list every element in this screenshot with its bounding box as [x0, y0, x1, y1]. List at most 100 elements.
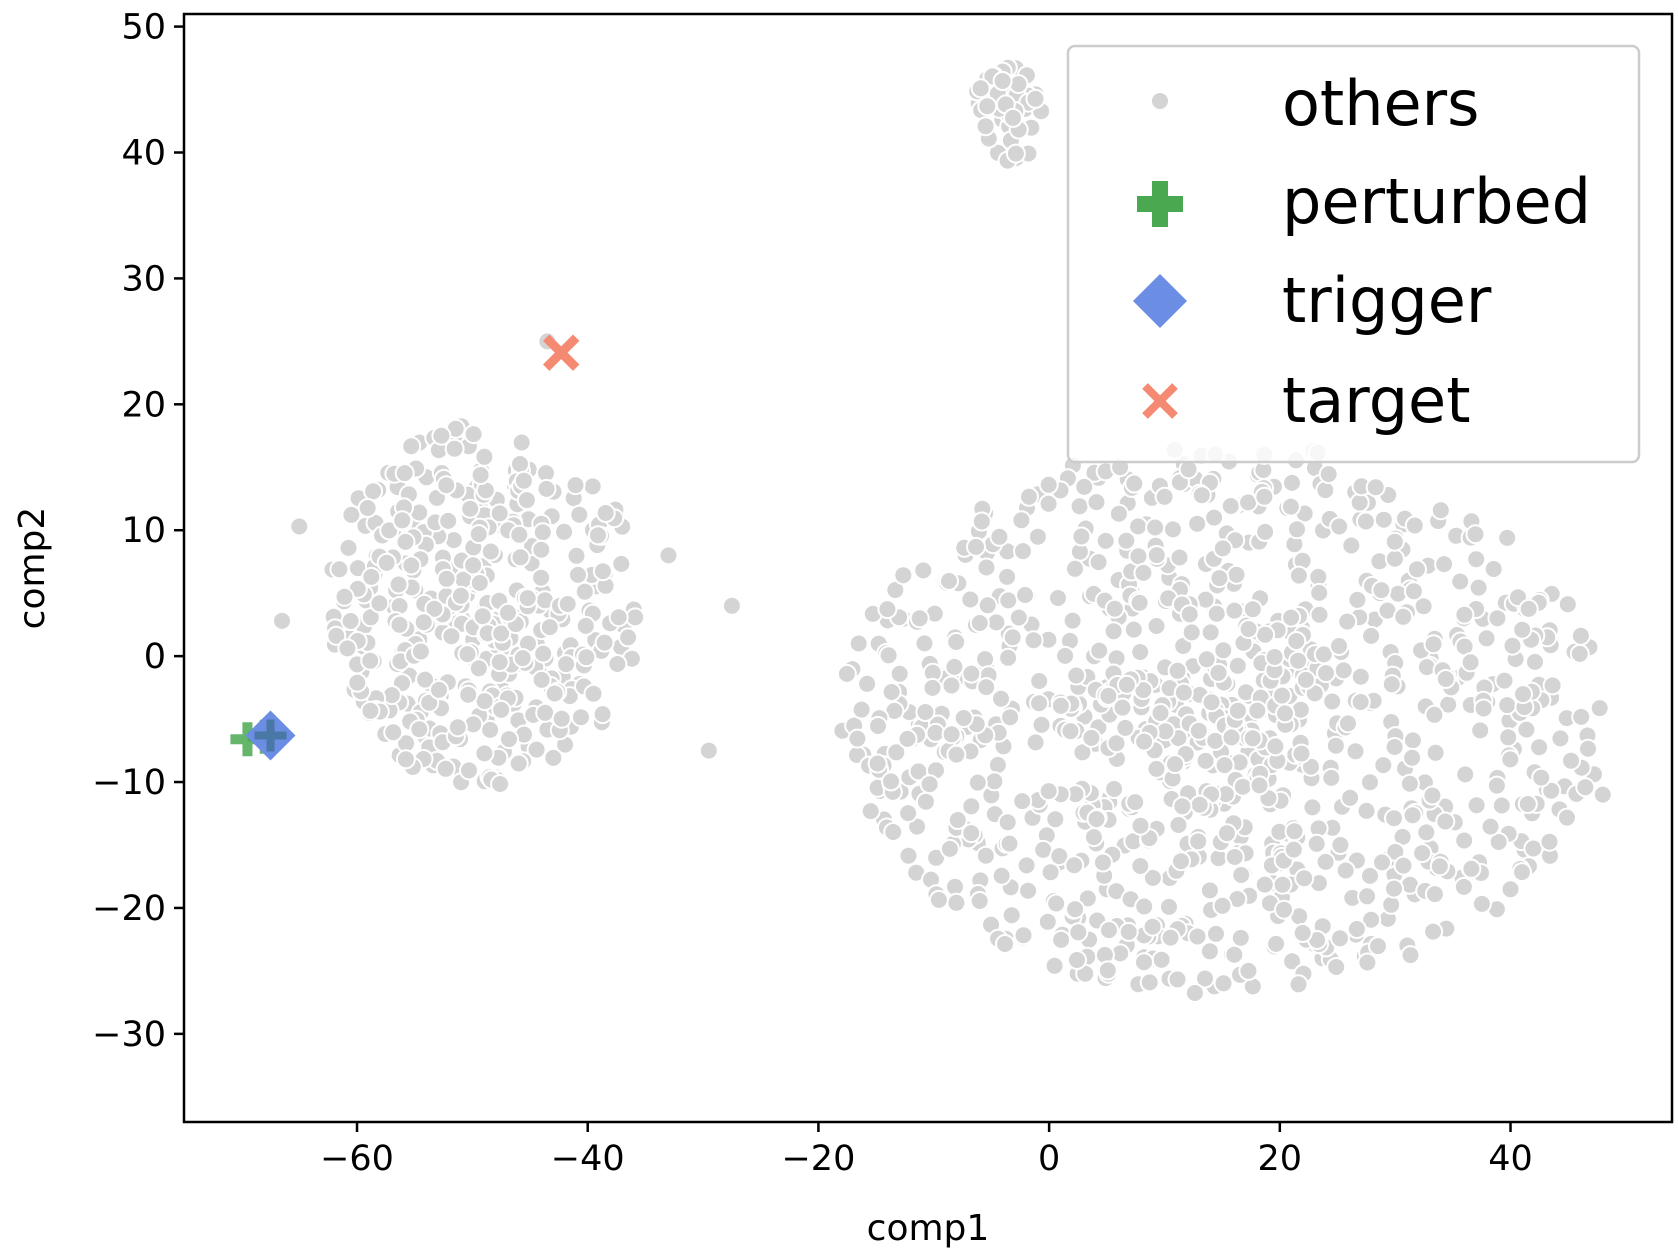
point-others	[1150, 703, 1171, 723]
point-others	[975, 845, 996, 866]
point-others	[1407, 559, 1427, 580]
point-others	[1306, 833, 1327, 854]
point-others	[568, 564, 588, 585]
point-others	[394, 463, 415, 484]
point-others	[1134, 896, 1155, 917]
point-others	[1500, 879, 1521, 900]
point-others	[1019, 486, 1039, 507]
point-others	[1529, 737, 1550, 758]
point-others	[1238, 960, 1259, 981]
point-others	[984, 771, 1005, 792]
point-others	[539, 617, 560, 638]
point-others	[436, 475, 457, 496]
point-others	[1461, 858, 1482, 879]
point-others	[989, 526, 1010, 547]
point-others	[326, 625, 347, 646]
point-others	[1103, 621, 1124, 642]
point-others	[1199, 941, 1220, 962]
point-others	[1361, 625, 1382, 646]
point-others	[953, 708, 974, 728]
point-others	[1181, 622, 1202, 643]
point-others	[608, 607, 629, 628]
point-others	[1337, 611, 1358, 632]
point-others	[1217, 823, 1237, 844]
point-others	[1539, 831, 1560, 852]
point-others	[1373, 509, 1394, 530]
point-others	[289, 516, 310, 537]
point-others	[1384, 808, 1404, 829]
point-others	[1040, 862, 1061, 883]
point-others	[1227, 700, 1248, 721]
point-others	[576, 647, 597, 668]
point-others	[898, 803, 919, 824]
point-others	[998, 647, 1019, 668]
point-others	[594, 632, 615, 653]
point-others	[969, 891, 990, 911]
point-others	[851, 699, 872, 720]
point-others	[1212, 538, 1233, 559]
point-others	[625, 607, 646, 628]
point-others	[1086, 809, 1107, 830]
point-others	[1471, 893, 1492, 914]
point-others	[383, 722, 404, 743]
point-others	[939, 571, 959, 591]
point-others	[881, 771, 901, 792]
point-others	[533, 643, 554, 664]
point-others	[1288, 974, 1309, 995]
point-others	[976, 677, 997, 698]
point-others	[867, 753, 888, 774]
point-others	[881, 682, 902, 702]
point-others	[1038, 781, 1059, 802]
point-others	[1146, 545, 1167, 566]
point-others	[329, 559, 350, 580]
point-others	[1384, 531, 1405, 552]
point-others	[1071, 526, 1092, 547]
point-others	[1422, 785, 1443, 806]
point-others	[1072, 742, 1093, 763]
point-others	[1098, 685, 1119, 706]
point-others	[1195, 750, 1216, 771]
point-others	[971, 511, 992, 532]
point-perturbed-overlap	[254, 719, 287, 752]
point-others	[1142, 916, 1163, 937]
point-others	[946, 892, 967, 913]
point-others	[592, 704, 613, 725]
point-others	[1294, 868, 1315, 889]
point-others	[1125, 792, 1146, 813]
point-others	[1525, 651, 1545, 672]
y-tick-label: 0	[144, 637, 166, 677]
point-others	[1518, 598, 1539, 619]
point-others	[1106, 733, 1127, 754]
point-others	[480, 541, 501, 562]
point-others	[1011, 510, 1032, 531]
point-others	[1086, 492, 1107, 513]
point-others	[1498, 727, 1519, 748]
x-tick-label: −40	[551, 1139, 625, 1179]
point-others	[1393, 855, 1414, 876]
point-others	[1163, 519, 1183, 540]
point-others	[1335, 860, 1356, 881]
point-others	[907, 816, 928, 837]
point-others	[1516, 719, 1537, 740]
point-others	[893, 565, 914, 586]
legend-marker-others	[1150, 91, 1170, 111]
point-others	[1322, 691, 1343, 712]
point-others	[531, 567, 552, 588]
point-others	[544, 683, 565, 704]
point-others	[1050, 695, 1071, 716]
point-others	[1095, 530, 1116, 551]
point-others	[1123, 619, 1144, 640]
point-others	[1008, 74, 1029, 95]
point-others	[551, 708, 572, 729]
point-others	[1412, 843, 1433, 864]
point-others	[941, 724, 962, 745]
point-others	[836, 663, 857, 684]
point-others	[1179, 604, 1200, 625]
x-axis-label: comp1	[867, 1208, 990, 1249]
point-others	[1430, 500, 1451, 521]
point-others	[1497, 695, 1518, 716]
point-others	[1044, 955, 1065, 976]
point-others	[474, 743, 495, 764]
point-others	[1146, 758, 1167, 779]
point-others	[1487, 608, 1508, 629]
